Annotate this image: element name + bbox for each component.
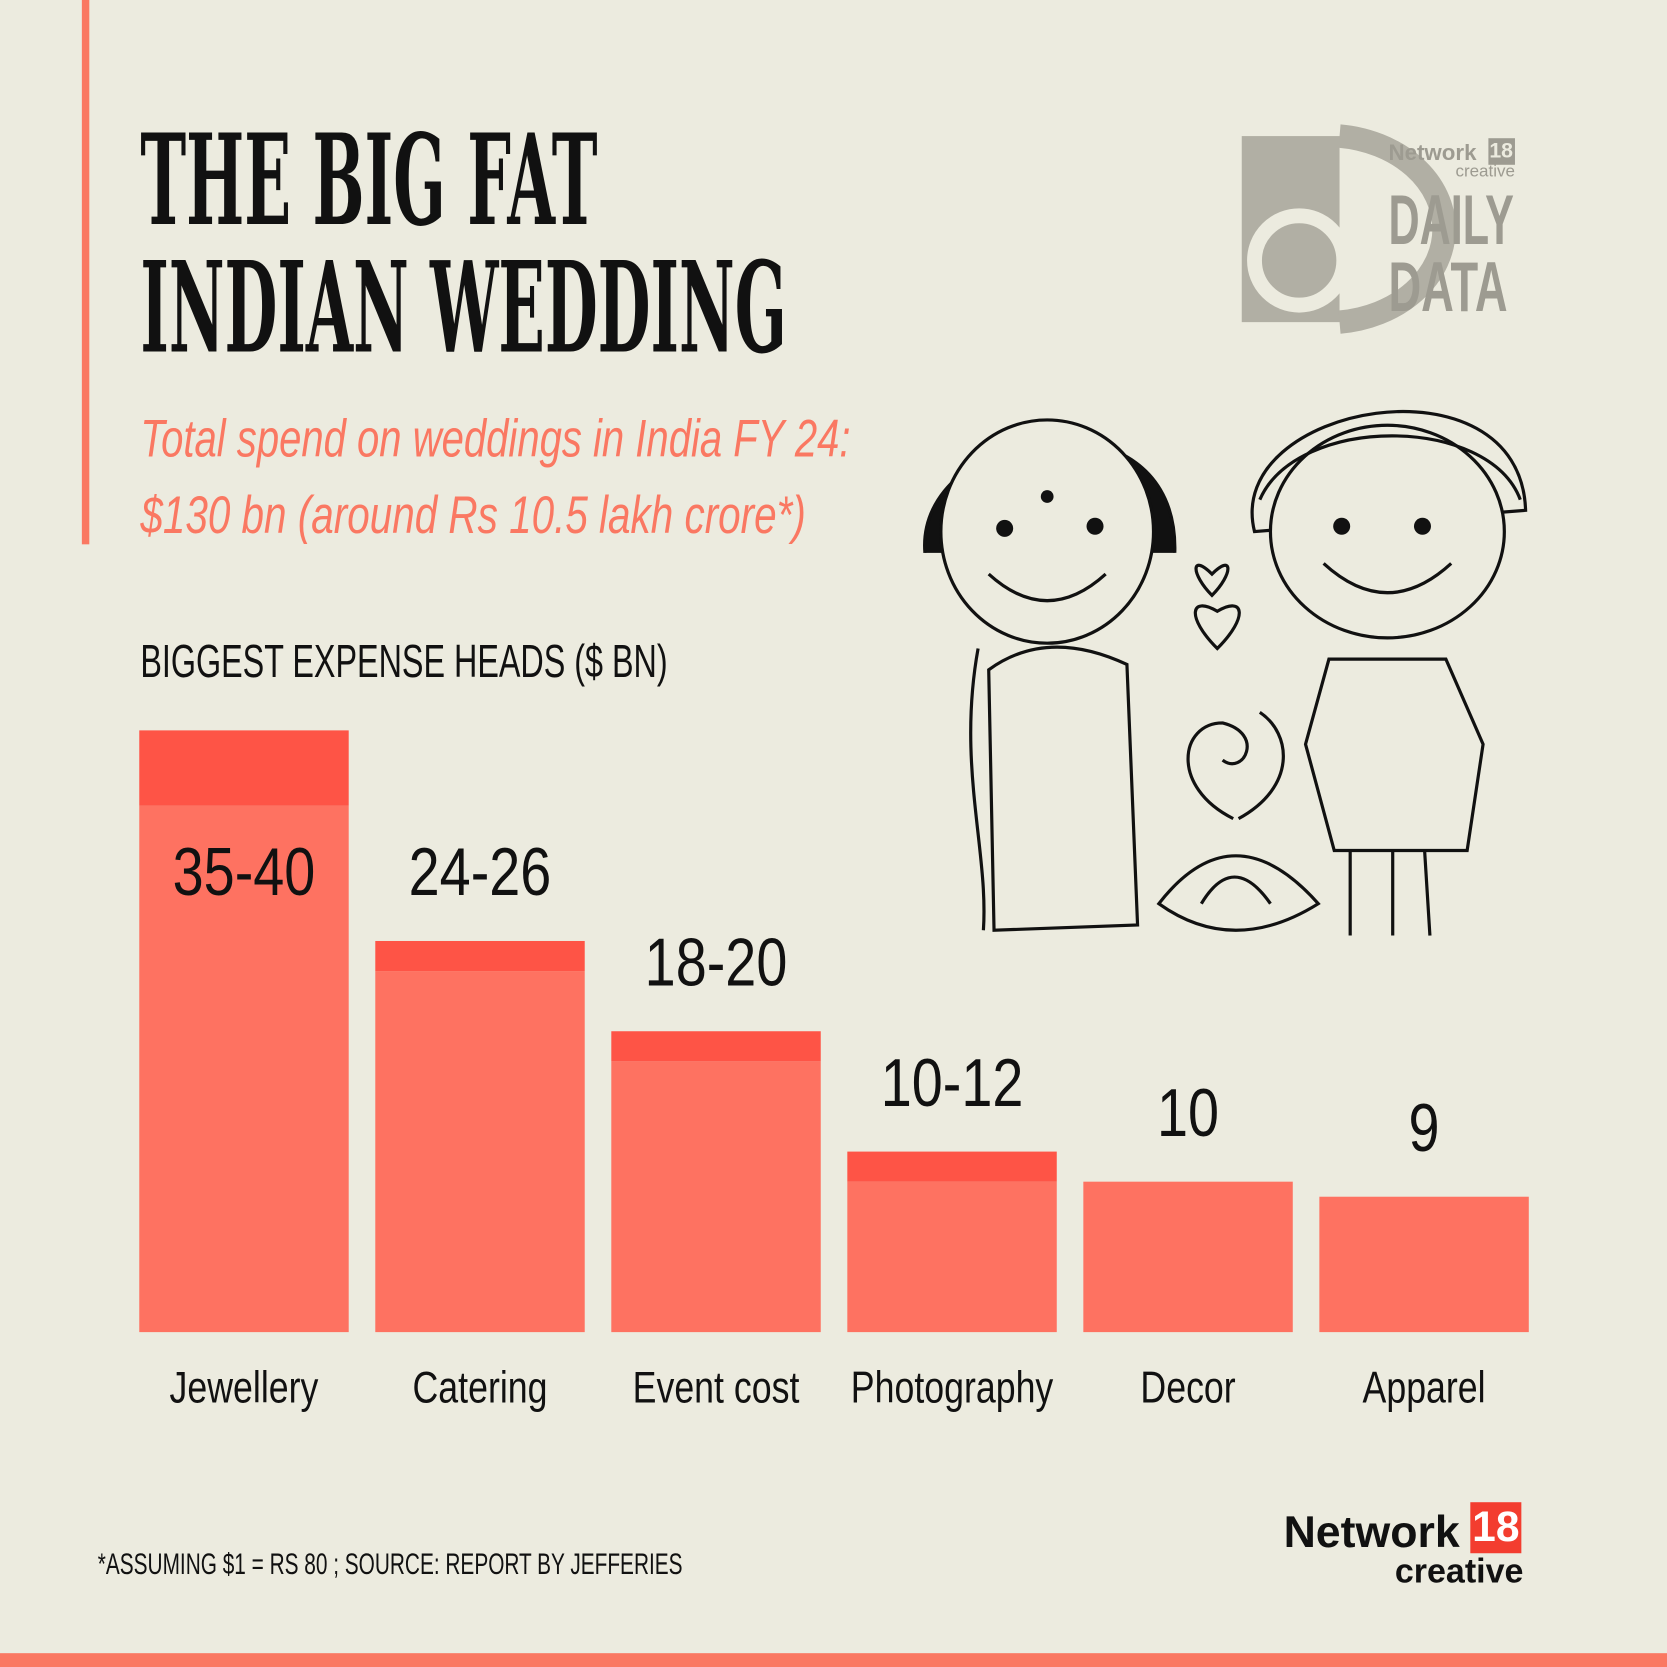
value-label: 18-20 — [645, 925, 788, 1000]
footer-number: 18 — [1472, 1504, 1519, 1551]
turban-band — [1258, 434, 1522, 501]
bar — [139, 805, 349, 1333]
bar — [611, 1061, 821, 1333]
logo-creative: creative — [1455, 162, 1515, 181]
bottom-strip — [0, 1653, 1667, 1667]
logo-ring — [1247, 208, 1352, 313]
bride-face — [939, 418, 1156, 645]
range-bar — [847, 1151, 1057, 1182]
bar — [1083, 1181, 1293, 1333]
eye — [1333, 517, 1351, 535]
bar — [375, 971, 585, 1333]
x-tick-label: Event cost — [633, 1362, 800, 1413]
range-bar — [375, 940, 585, 972]
bindi — [1040, 490, 1054, 503]
sherwani — [1303, 657, 1485, 853]
footer-logo: Network 18 creative — [1284, 1502, 1524, 1590]
x-tick-label: Catering — [413, 1362, 548, 1413]
accent-line — [81, 0, 90, 545]
logo-daily: DAILY — [1388, 180, 1513, 259]
daily-data-logo: Network 18 creative DAILY DATA — [1241, 124, 1515, 334]
title-line: THE BIG FAT — [140, 106, 597, 254]
swirl — [1186, 710, 1285, 821]
logo-arc — [1338, 124, 1456, 334]
groom-face — [1268, 423, 1506, 640]
smile — [987, 572, 1107, 603]
braid — [969, 648, 986, 931]
hearts — [1193, 563, 1241, 651]
value-label: 10-12 — [881, 1046, 1024, 1121]
value-label: 10 — [1157, 1076, 1219, 1151]
value-label: 24-26 — [409, 835, 552, 910]
subtitle-line: $130 bn (around Rs 10.5 lakh crore*) — [140, 486, 806, 545]
legs — [1348, 850, 1432, 936]
bar — [1319, 1196, 1529, 1333]
footnote: *ASSUMING $1 = RS 80 ; SOURCE: REPORT BY… — [98, 1548, 683, 1581]
footer-network: Network — [1284, 1508, 1460, 1557]
x-tick-label: Photography — [851, 1362, 1054, 1413]
eye — [996, 519, 1014, 537]
range-bar — [139, 730, 349, 806]
footer-badge — [1470, 1502, 1522, 1554]
illustration — [923, 409, 1528, 936]
x-tick-label: Apparel — [1363, 1362, 1486, 1413]
x-tick-label: Jewellery — [170, 1362, 320, 1413]
saree — [987, 645, 1140, 932]
logo-network: Network — [1388, 140, 1477, 165]
bar — [847, 1181, 1057, 1333]
logo-number: 18 — [1489, 139, 1513, 163]
value-label: 35-40 — [173, 835, 316, 910]
subtitle-line: Total spend on weddings in India FY 24: — [140, 409, 850, 468]
chart-label: BIGGEST EXPENSE HEADS ($ BN) — [140, 635, 667, 687]
eye — [1086, 517, 1104, 535]
eye — [1413, 517, 1431, 535]
logo-badge — [1488, 138, 1515, 165]
title-line: INDIAN WEDDING — [140, 234, 786, 382]
logo-data: DATA — [1388, 247, 1507, 326]
value-label: 9 — [1409, 1091, 1440, 1166]
smile — [1322, 562, 1453, 595]
footer-creative: creative — [1395, 1552, 1524, 1590]
x-tick-label: Decor — [1140, 1362, 1235, 1413]
lotus — [1156, 854, 1321, 932]
range-bar — [611, 1031, 821, 1062]
